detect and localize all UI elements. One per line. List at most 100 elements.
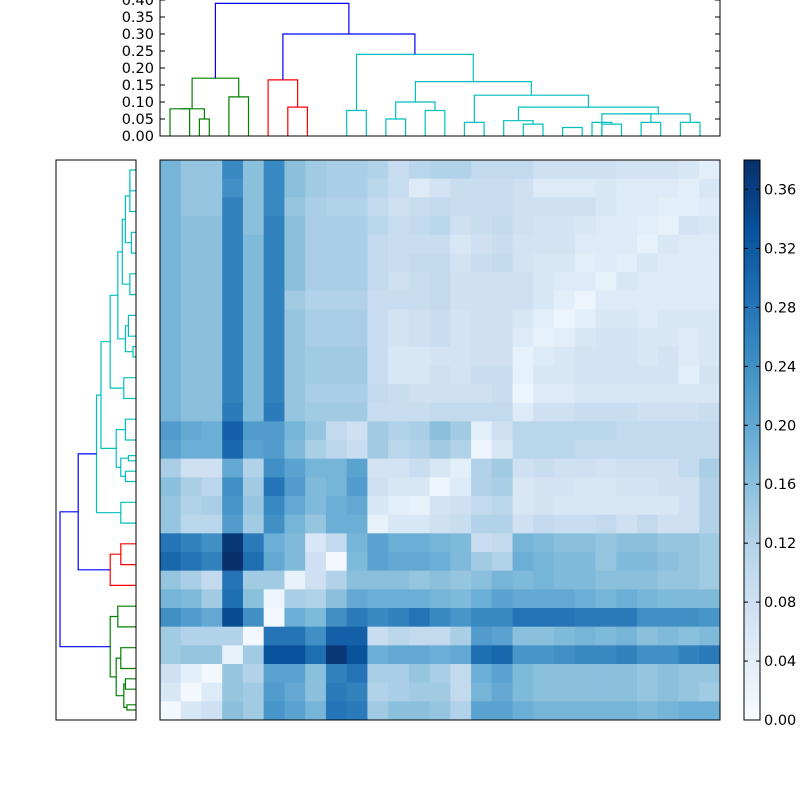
- heatmap-cell: [408, 272, 431, 292]
- heatmap-cell: [429, 552, 451, 572]
- heatmap-cell: [616, 402, 638, 422]
- heatmap-cell: [595, 496, 617, 516]
- heatmap-cell: [346, 253, 368, 273]
- heatmap-cell: [512, 160, 534, 180]
- heatmap-cell: [346, 328, 368, 348]
- heatmap-cell: [699, 160, 721, 180]
- colorbar-tick-label: 0.28: [764, 300, 796, 316]
- heatmap-cell: [637, 626, 659, 646]
- heatmap-cell: [637, 346, 659, 366]
- heatmap-cell: [242, 272, 265, 292]
- heatmap-cell: [512, 197, 534, 217]
- heatmap-cell: [533, 645, 555, 665]
- heatmap-cell: [284, 608, 306, 628]
- heatmap-cell: [699, 234, 721, 254]
- heatmap-cell: [512, 346, 534, 366]
- heatmap-cell: [450, 514, 472, 534]
- heatmap-cell: [222, 682, 244, 702]
- heatmap-cell: [325, 402, 348, 422]
- heatmap-cell: [388, 216, 410, 236]
- heatmap-cell: [222, 253, 244, 273]
- heatmap-cell: [201, 346, 223, 366]
- heatmap-cell: [367, 552, 389, 572]
- heatmap-cell: [637, 253, 659, 273]
- heatmap-cell: [388, 533, 410, 553]
- heatmap-cell: [657, 421, 679, 441]
- heatmap-cell: [533, 160, 555, 180]
- heatmap-cell: [450, 570, 472, 590]
- top-dendrogram: 0.000.050.100.150.200.250.300.350.40: [122, 0, 721, 145]
- heatmap-cell: [408, 589, 431, 609]
- heatmap-cell: [346, 645, 368, 665]
- heatmap-cell: [222, 272, 244, 292]
- heatmap-cell: [574, 421, 596, 441]
- heatmap-cell: [222, 664, 244, 684]
- heatmap-cell: [450, 346, 472, 366]
- colorbar-tick-label: 0.32: [764, 241, 796, 257]
- heatmap-cell: [450, 496, 472, 516]
- heatmap-cell: [346, 234, 368, 254]
- heatmap-cell: [491, 402, 513, 422]
- heatmap-cell: [471, 477, 493, 497]
- heatmap-cell: [554, 589, 576, 609]
- colorbar-gradient: [743, 159, 761, 721]
- heatmap-cell: [284, 402, 306, 422]
- heatmap-cell: [429, 645, 451, 665]
- heatmap-cell: [388, 664, 410, 684]
- heatmap-cell: [471, 178, 493, 198]
- heatmap-cell: [263, 197, 285, 217]
- heatmap-frame: [159, 159, 721, 721]
- heatmap-cell: [574, 664, 596, 684]
- heatmap-cell: [263, 234, 285, 254]
- heatmap-cell: [388, 477, 410, 497]
- heatmap-cell: [533, 178, 555, 198]
- heatmap-cell: [388, 421, 410, 441]
- heatmap-cell: [429, 346, 451, 366]
- heatmap-cell: [408, 402, 431, 422]
- heatmap-cell: [554, 626, 576, 646]
- heatmap-cell: [222, 216, 244, 236]
- heatmap-cell: [533, 533, 555, 553]
- heatmap-cell: [637, 458, 659, 478]
- heatmap-cell: [512, 272, 534, 292]
- heatmap-cell: [471, 589, 493, 609]
- heatmap-cell: [367, 514, 389, 534]
- heatmap-cell: [574, 290, 596, 310]
- heatmap-cell: [408, 234, 431, 254]
- heatmap-cell: [491, 608, 513, 628]
- heatmap-cell: [325, 589, 348, 609]
- heatmap-cell: [305, 216, 327, 236]
- heatmap-cell: [595, 514, 617, 534]
- heatmap-cell: [678, 440, 700, 460]
- heatmap-cell: [325, 346, 348, 366]
- heatmap-cell: [471, 216, 493, 236]
- heatmap-cell: [346, 309, 368, 329]
- heatmap-cell: [305, 701, 327, 721]
- heatmap-cell: [637, 178, 659, 198]
- heatmap-cell: [222, 440, 244, 460]
- heatmap-cell: [284, 346, 306, 366]
- heatmap-cell: [242, 402, 265, 422]
- heatmap-cell: [242, 421, 265, 441]
- heatmap-cell: [263, 160, 285, 180]
- heatmap-cell: [699, 346, 721, 366]
- heatmap-cell: [533, 216, 555, 236]
- heatmap-cell: [242, 664, 265, 684]
- colorbar-tick-label: 0.08: [764, 595, 796, 611]
- heatmap-cell: [222, 570, 244, 590]
- heatmap-cell: [242, 178, 265, 198]
- heatmap-cell: [160, 365, 182, 385]
- heatmap-cell: [201, 421, 223, 441]
- heatmap-cell: [554, 496, 576, 516]
- heatmap-cell: [263, 272, 285, 292]
- heatmap-cell: [388, 290, 410, 310]
- heatmap-cell: [408, 346, 431, 366]
- heatmap-cell: [346, 272, 368, 292]
- heatmap-cell: [180, 440, 202, 460]
- heatmap-cell: [450, 272, 472, 292]
- heatmap-cell: [574, 608, 596, 628]
- heatmap-cell: [678, 458, 700, 478]
- heatmap-cell: [678, 384, 700, 404]
- heatmap-cell: [305, 477, 327, 497]
- heatmap-cell: [512, 234, 534, 254]
